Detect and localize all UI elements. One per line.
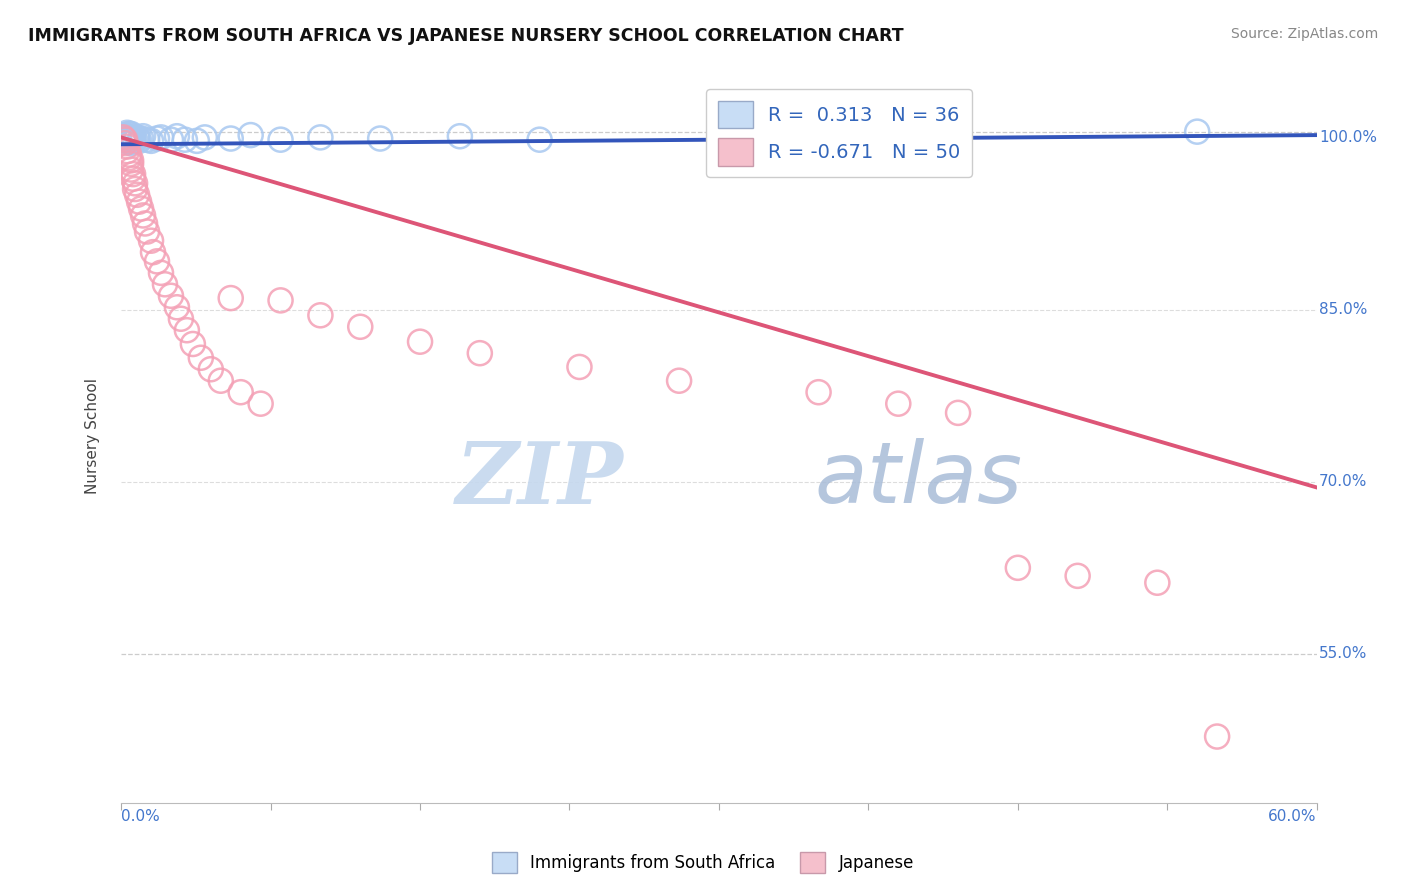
Point (239, 128, 262, 142)
Point (120, 136, 142, 150)
Point (529, 133, 551, 147)
Point (114, 136, 136, 150)
Point (118, 151, 141, 165)
Text: 55.0%: 55.0% (1319, 647, 1368, 661)
Point (568, 359, 591, 374)
Point (160, 289, 183, 303)
Point (170, 311, 193, 326)
Point (176, 323, 198, 337)
Text: 100.0%: 100.0% (1319, 130, 1376, 145)
Point (118, 135, 141, 149)
Point (115, 144, 138, 158)
Point (120, 127, 142, 141)
Point (115, 139, 138, 153)
Point (136, 133, 159, 147)
Point (209, 374, 232, 388)
Point (124, 182, 146, 196)
Text: atlas: atlas (814, 438, 1022, 522)
Point (229, 385, 252, 400)
Point (160, 133, 183, 147)
Point (124, 176, 146, 190)
Point (1007, 561, 1029, 575)
Point (166, 300, 188, 314)
Point (249, 397, 271, 411)
Point (153, 277, 176, 292)
Text: 60.0%: 60.0% (1268, 809, 1317, 824)
Point (270, 133, 292, 147)
Point (946, 406, 969, 420)
Point (114, 128, 136, 142)
Point (668, 374, 690, 388)
Point (190, 351, 212, 365)
Point (134, 217, 156, 231)
Y-axis label: Nursery School: Nursery School (86, 378, 100, 494)
Text: 70.0%: 70.0% (1319, 475, 1368, 489)
Point (114, 133, 136, 147)
Point (125, 187, 148, 202)
Point (122, 167, 145, 181)
Point (139, 234, 162, 248)
Point (219, 131, 242, 145)
Point (125, 130, 148, 145)
Point (124, 133, 146, 147)
Point (174, 133, 197, 147)
Point (449, 129, 471, 144)
Text: 0.0%: 0.0% (121, 809, 160, 824)
Point (118, 147, 141, 161)
Text: IMMIGRANTS FROM SOUTH AFRICA VS JAPANESE NURSERY SCHOOL CORRELATION CHART: IMMIGRANTS FROM SOUTH AFRICA VS JAPANESE… (28, 27, 904, 45)
Point (150, 130, 173, 145)
Point (120, 131, 142, 145)
Legend: Immigrants from South Africa, Japanese: Immigrants from South Africa, Japanese (485, 846, 921, 880)
Point (112, 133, 135, 147)
Text: ZIP: ZIP (456, 438, 623, 522)
Point (129, 202, 152, 216)
Point (1146, 575, 1168, 590)
Point (115, 129, 138, 144)
Point (887, 397, 910, 411)
Point (1066, 569, 1088, 583)
Point (132, 129, 155, 144)
Point (368, 131, 391, 145)
Point (114, 130, 136, 145)
Point (115, 126, 138, 140)
Point (132, 209, 155, 223)
Text: Source: ZipAtlas.com: Source: ZipAtlas.com (1230, 27, 1378, 41)
Point (142, 245, 165, 260)
Point (128, 134, 150, 148)
Point (122, 134, 145, 148)
Point (200, 362, 222, 376)
Point (270, 293, 292, 308)
Point (118, 127, 141, 141)
Point (139, 134, 162, 148)
Point (186, 134, 208, 148)
Point (194, 130, 217, 145)
Point (122, 171, 145, 186)
Point (136, 225, 159, 239)
Point (122, 129, 145, 144)
Point (468, 346, 491, 360)
Point (120, 157, 142, 171)
Point (120, 162, 142, 177)
Point (129, 131, 152, 145)
Point (150, 266, 173, 280)
Point (146, 254, 169, 268)
Point (807, 385, 830, 400)
Point (120, 153, 142, 168)
Point (166, 129, 188, 144)
Point (112, 130, 135, 145)
Point (309, 130, 332, 145)
Legend: R =  0.313   N = 36, R = -0.671   N = 50: R = 0.313 N = 36, R = -0.671 N = 50 (706, 89, 973, 178)
Text: 85.0%: 85.0% (1319, 302, 1368, 317)
Point (1206, 730, 1229, 744)
Point (128, 194, 150, 209)
Point (409, 334, 432, 349)
Point (181, 337, 204, 351)
Point (349, 319, 371, 334)
Point (115, 134, 138, 148)
Point (309, 308, 332, 322)
Point (146, 131, 169, 145)
Point (1185, 125, 1208, 139)
Point (118, 130, 141, 145)
Point (219, 291, 242, 305)
